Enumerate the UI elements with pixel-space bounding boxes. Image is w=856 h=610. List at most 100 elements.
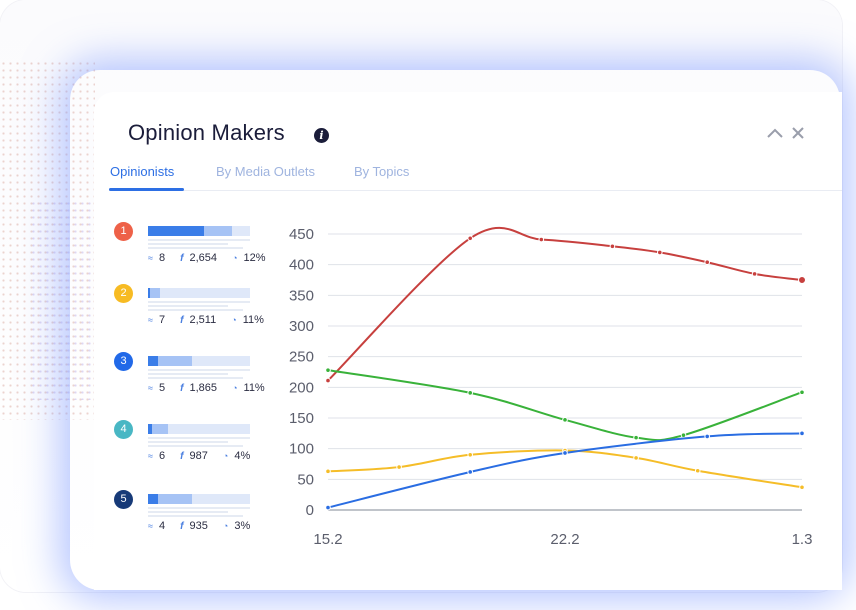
share-stat: ◔ 11% bbox=[232, 382, 265, 394]
opinionist-item[interactable]: 2 ≈7 f 2,511 ◔ 11% bbox=[114, 284, 264, 340]
rank-badge: 5 bbox=[114, 490, 133, 509]
pie-chart-icon: ◔ bbox=[222, 521, 229, 531]
opinionist-item[interactable]: 4 ≈6 f 987 ◔ 4% bbox=[114, 420, 254, 476]
tab-opinionists[interactable]: Opinionists bbox=[110, 164, 175, 179]
placeholder-line bbox=[148, 373, 228, 375]
opinionist-stats: ≈4 f 935 ◔ 3% bbox=[148, 520, 262, 532]
data-point[interactable] bbox=[633, 455, 639, 461]
series-line bbox=[327, 369, 803, 442]
data-point[interactable] bbox=[396, 464, 402, 470]
x-tick-label: 15.2 bbox=[313, 531, 342, 548]
data-point[interactable] bbox=[325, 377, 331, 384]
placeholder-line bbox=[148, 445, 243, 447]
data-point[interactable] bbox=[467, 235, 473, 242]
data-point[interactable] bbox=[704, 259, 711, 266]
series-line bbox=[327, 226, 803, 382]
facebook-stat: f 1,865 bbox=[180, 382, 218, 394]
score-bar-light bbox=[148, 356, 192, 366]
opinionist-item[interactable]: 5 ≈4 f 935 ◔ 3% bbox=[114, 490, 254, 546]
score-bar bbox=[148, 494, 250, 504]
opinionist-item[interactable]: 3 ≈5 f 1,865 ◔ 11% bbox=[114, 352, 265, 408]
data-point[interactable] bbox=[325, 367, 331, 373]
data-point[interactable] bbox=[799, 430, 805, 437]
placeholder-line bbox=[148, 511, 228, 513]
y-tick-label: 100 bbox=[289, 441, 314, 458]
data-point[interactable] bbox=[609, 243, 616, 250]
y-tick-label: 200 bbox=[289, 379, 314, 396]
rss-icon: ≈ bbox=[148, 315, 153, 325]
data-point[interactable] bbox=[657, 249, 663, 256]
opinionist-stats: ≈5 f 1,865 ◔ 11% bbox=[148, 382, 277, 394]
info-icon[interactable]: i bbox=[314, 128, 329, 143]
y-tick-label: 150 bbox=[289, 410, 314, 427]
y-tick-label: 400 bbox=[289, 257, 314, 274]
placeholder-line bbox=[148, 247, 243, 249]
data-point[interactable] bbox=[799, 484, 805, 491]
data-point[interactable] bbox=[325, 504, 331, 511]
rss-icon: ≈ bbox=[148, 521, 153, 531]
placeholder-line bbox=[148, 437, 250, 439]
rss-icon: ≈ bbox=[148, 451, 153, 461]
data-point[interactable] bbox=[798, 276, 806, 284]
score-bar-light bbox=[148, 494, 192, 504]
data-point[interactable] bbox=[467, 469, 473, 475]
data-point[interactable] bbox=[467, 452, 473, 458]
score-bar-dark bbox=[148, 494, 159, 504]
line-chart: 0 50 100 150 200 250 300 350 400 450 15.2 22.2 1.3 bbox=[289, 226, 813, 548]
y-tick-label: 250 bbox=[289, 349, 314, 366]
data-point[interactable] bbox=[562, 417, 568, 423]
data-point[interactable] bbox=[694, 467, 701, 474]
facebook-stat: f 2,654 bbox=[180, 252, 218, 264]
articles-stat: ≈8 bbox=[148, 252, 166, 264]
tab-by-topics[interactable]: By Topics bbox=[354, 164, 410, 179]
placeholder-line bbox=[148, 309, 243, 311]
score-bar-dark bbox=[148, 424, 153, 434]
y-tick-label: 50 bbox=[297, 471, 314, 488]
data-point[interactable] bbox=[467, 390, 473, 396]
placeholder-line bbox=[148, 305, 228, 307]
x-tick-label: 1.3 bbox=[792, 531, 813, 548]
y-tick-label: 350 bbox=[289, 287, 314, 304]
articles-stat: ≈5 bbox=[148, 382, 166, 394]
placeholder-line bbox=[148, 301, 250, 303]
opinionist-item[interactable]: 1 ≈8 f 2,654 ◔ 12% bbox=[114, 222, 266, 278]
placeholder-line bbox=[148, 377, 243, 379]
pie-chart-icon: ◔ bbox=[232, 383, 238, 393]
data-point[interactable] bbox=[562, 450, 568, 456]
series-line bbox=[327, 432, 803, 509]
data-point[interactable] bbox=[704, 433, 711, 440]
collapse-icon[interactable] bbox=[766, 124, 784, 145]
rank-badge: 3 bbox=[114, 352, 133, 371]
score-bar bbox=[148, 288, 250, 298]
data-point[interactable] bbox=[633, 434, 639, 441]
opinion-makers-panel: Opinion Makers i Opinionists By Media Ou… bbox=[94, 92, 842, 590]
decorative-dots-purple bbox=[30, 200, 95, 400]
data-point[interactable] bbox=[538, 236, 545, 243]
opinionist-stats: ≈8 f 2,654 ◔ 12% bbox=[148, 252, 278, 264]
tab-by-media-outlets[interactable]: By Media Outlets bbox=[216, 164, 315, 179]
facebook-icon: f bbox=[180, 451, 184, 462]
y-tick-label: 0 bbox=[306, 502, 314, 519]
facebook-stat: f 935 bbox=[180, 520, 208, 532]
data-point[interactable] bbox=[799, 389, 805, 396]
data-point[interactable] bbox=[325, 468, 331, 475]
score-bar-dark bbox=[148, 226, 205, 236]
share-stat: ◔ 11% bbox=[231, 314, 264, 326]
share-stat: ◔ 3% bbox=[222, 520, 251, 532]
y-tick-label: 450 bbox=[289, 226, 314, 243]
rank-badge: 1 bbox=[114, 222, 133, 241]
active-tab-indicator bbox=[109, 188, 184, 191]
close-icon[interactable] bbox=[791, 124, 805, 145]
rss-icon: ≈ bbox=[148, 253, 153, 263]
panel-title: Opinion Makers bbox=[128, 120, 285, 145]
data-point[interactable] bbox=[751, 271, 758, 277]
articles-stat: ≈7 bbox=[148, 314, 166, 326]
score-bar-light bbox=[148, 424, 169, 434]
articles-stat: ≈6 bbox=[148, 450, 166, 462]
rank-badge: 4 bbox=[114, 420, 133, 439]
data-point[interactable] bbox=[680, 432, 687, 438]
facebook-icon: f bbox=[180, 315, 184, 326]
score-bar-light bbox=[148, 288, 161, 298]
facebook-stat: f 2,511 bbox=[180, 314, 217, 326]
pie-chart-icon: ◔ bbox=[222, 451, 229, 461]
